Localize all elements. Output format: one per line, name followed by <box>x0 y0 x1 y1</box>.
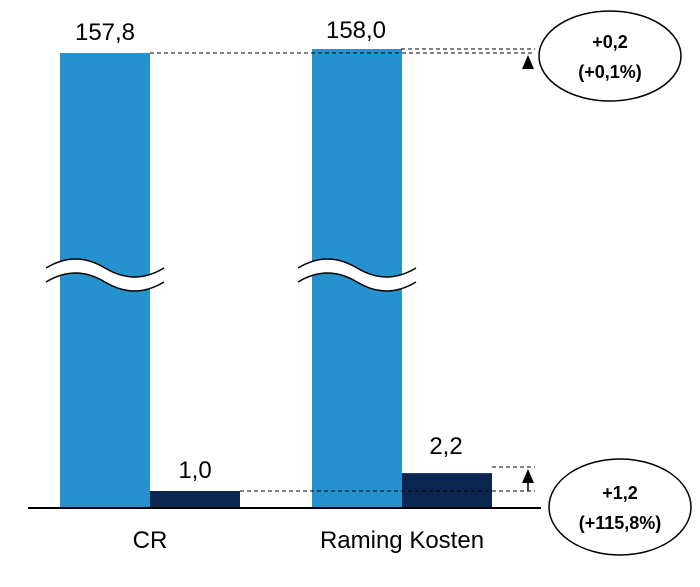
annotation-ellipse-bottom <box>548 458 692 556</box>
annotation-pct-top: (+0,1%) <box>578 62 642 82</box>
arrow-up-icon <box>522 55 534 69</box>
axis-break-line-cr-2 <box>45 272 165 292</box>
annotation-ellipse-top <box>538 10 682 102</box>
axis-break-marks <box>45 258 417 292</box>
annotation-delta-bottom: +1,2 <box>602 483 638 503</box>
annotation-top: +0,2 (+0,1%) <box>538 10 682 102</box>
arrow-up-icon <box>522 469 534 483</box>
axis-break-gap-raming-kosten <box>298 259 416 291</box>
value-label-cr-light: 157,8 <box>75 19 135 46</box>
value-label-cr-dark: 1,0 <box>178 457 211 484</box>
annotation-bottom: +1,2 (+115,8%) <box>548 458 692 556</box>
axis-break-line-raming-kosten-1 <box>297 258 417 278</box>
value-label-raming-light: 158,0 <box>326 17 386 44</box>
bar-dark-cr <box>150 491 240 508</box>
category-label-cr: CR <box>133 527 168 554</box>
annotation-delta-top: +0,2 <box>592 32 628 52</box>
axis-break-line-raming-kosten-2 <box>297 272 417 292</box>
value-label-raming-dark: 2,2 <box>429 433 462 460</box>
category-label-raming-kosten: Raming Kosten <box>320 527 484 554</box>
annotation-pct-bottom: (+115,8%) <box>579 513 662 533</box>
axis-break-line-cr-1 <box>45 258 165 278</box>
axis-break-gap-cr <box>46 259 164 291</box>
